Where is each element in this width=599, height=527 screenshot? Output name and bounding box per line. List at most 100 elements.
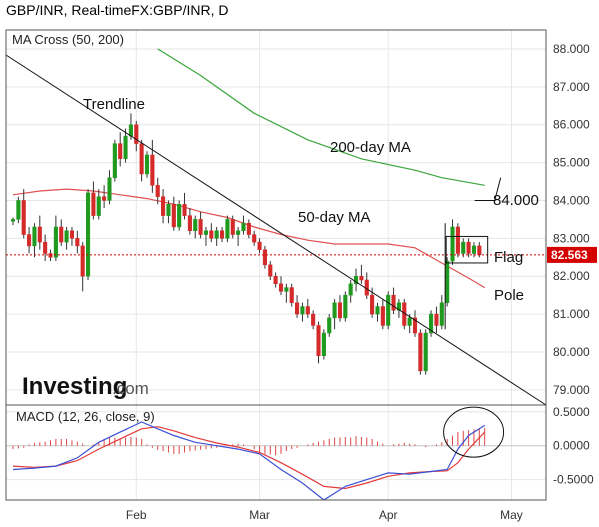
candle: [150, 154, 155, 186]
candle: [348, 283, 353, 296]
candle: [305, 306, 310, 315]
last-price-label: 82.563: [551, 248, 588, 262]
candle: [375, 306, 380, 315]
candles: [10, 113, 482, 375]
candle: [396, 302, 401, 311]
candle: [59, 226, 64, 243]
candle: [193, 219, 198, 232]
y-tick-label: 83.000: [553, 231, 590, 245]
candle: [316, 325, 321, 357]
candle: [386, 294, 391, 326]
candle: [27, 234, 32, 247]
candle: [252, 234, 257, 243]
candle: [91, 192, 96, 216]
candle: [198, 219, 203, 235]
macd-y-tick-label: -0.5000: [553, 473, 594, 487]
candle: [112, 143, 117, 178]
y-tick-label: 81.000: [553, 307, 590, 321]
annotations: 82.563 Trendline 200-day MA 50-day MA 84.000…: [5, 54, 597, 406]
y-tick-label: 86.000: [553, 118, 590, 132]
candle: [166, 203, 171, 216]
x-tick-label: Feb: [126, 508, 147, 522]
candle: [219, 230, 225, 239]
candle: [155, 185, 160, 197]
candle: [327, 317, 332, 334]
candle: [134, 124, 139, 144]
trendline: [5, 54, 547, 406]
candle: [209, 230, 214, 239]
candle: [225, 219, 230, 239]
macd-y-tick-label: 0.0000: [553, 439, 590, 453]
candle: [321, 332, 326, 357]
candle: [359, 275, 364, 281]
y-tick-label: 88.000: [553, 42, 590, 56]
candle: [268, 264, 273, 277]
candle: [450, 226, 455, 262]
macd-label: MACD (12, 26, close, 9): [16, 409, 155, 424]
annotation-target-price: 84.000: [493, 192, 539, 209]
candle: [471, 245, 477, 254]
candle: [370, 294, 375, 315]
investing-logo-suffix: .com: [112, 379, 149, 398]
candle: [278, 283, 284, 292]
candle: [203, 230, 209, 235]
candle: [262, 249, 267, 266]
candle: [16, 200, 21, 220]
candle: [32, 226, 37, 247]
candle: [139, 143, 144, 175]
candle: [182, 203, 187, 216]
candle: [171, 203, 176, 228]
candle: [118, 143, 123, 160]
candle: [21, 200, 26, 235]
candle: [96, 196, 101, 216]
ma200-line: [157, 48, 485, 186]
candle: [295, 302, 300, 315]
candle: [434, 313, 439, 326]
candle: [311, 313, 316, 326]
candle: [418, 332, 423, 372]
candle: [69, 230, 75, 239]
flag-box: [445, 235, 489, 264]
y-tick-label: 82.000: [553, 269, 590, 283]
candle: [230, 219, 235, 235]
candle: [236, 230, 241, 235]
candle: [85, 192, 91, 277]
candle: [64, 230, 69, 243]
candle: [455, 226, 460, 254]
candle: [177, 203, 182, 228]
candle: [284, 287, 289, 292]
annotation-50-day-ma: 50-day MA: [298, 209, 371, 226]
candle: [161, 196, 166, 216]
last-price-badge: [547, 246, 597, 263]
candle: [423, 332, 428, 372]
x-tick-label: Mar: [249, 508, 270, 522]
candle: [407, 317, 412, 326]
target-leader: [494, 177, 502, 201]
candle: [445, 260, 450, 303]
macd-y-tick-label: 0.5000: [553, 405, 590, 419]
annotation-flag: Flag: [494, 249, 523, 266]
candle: [107, 177, 112, 201]
candle: [75, 238, 80, 247]
annotation-pole: Pole: [494, 287, 524, 304]
candle: [477, 245, 482, 256]
candle: [332, 302, 337, 319]
candle: [144, 154, 150, 175]
candle: [391, 294, 396, 311]
axes: 88.000 87.000 86.000 85.000 84.000 83.000 82.0…: [5, 29, 594, 522]
candle: [128, 124, 133, 137]
macd-panel: MACD (12, 26, close, 9): [6, 406, 546, 501]
candle: [353, 275, 359, 285]
candle: [337, 302, 343, 319]
candle: [187, 215, 192, 232]
candle: [466, 241, 471, 254]
candle: [439, 302, 444, 326]
main-grid: [6, 30, 546, 500]
candle: [37, 226, 42, 243]
candle: [461, 241, 466, 254]
candle: [123, 135, 128, 160]
y-tick-label: 84.000: [553, 193, 590, 207]
y-tick-label: 80.000: [553, 345, 590, 359]
candle: [241, 222, 246, 232]
